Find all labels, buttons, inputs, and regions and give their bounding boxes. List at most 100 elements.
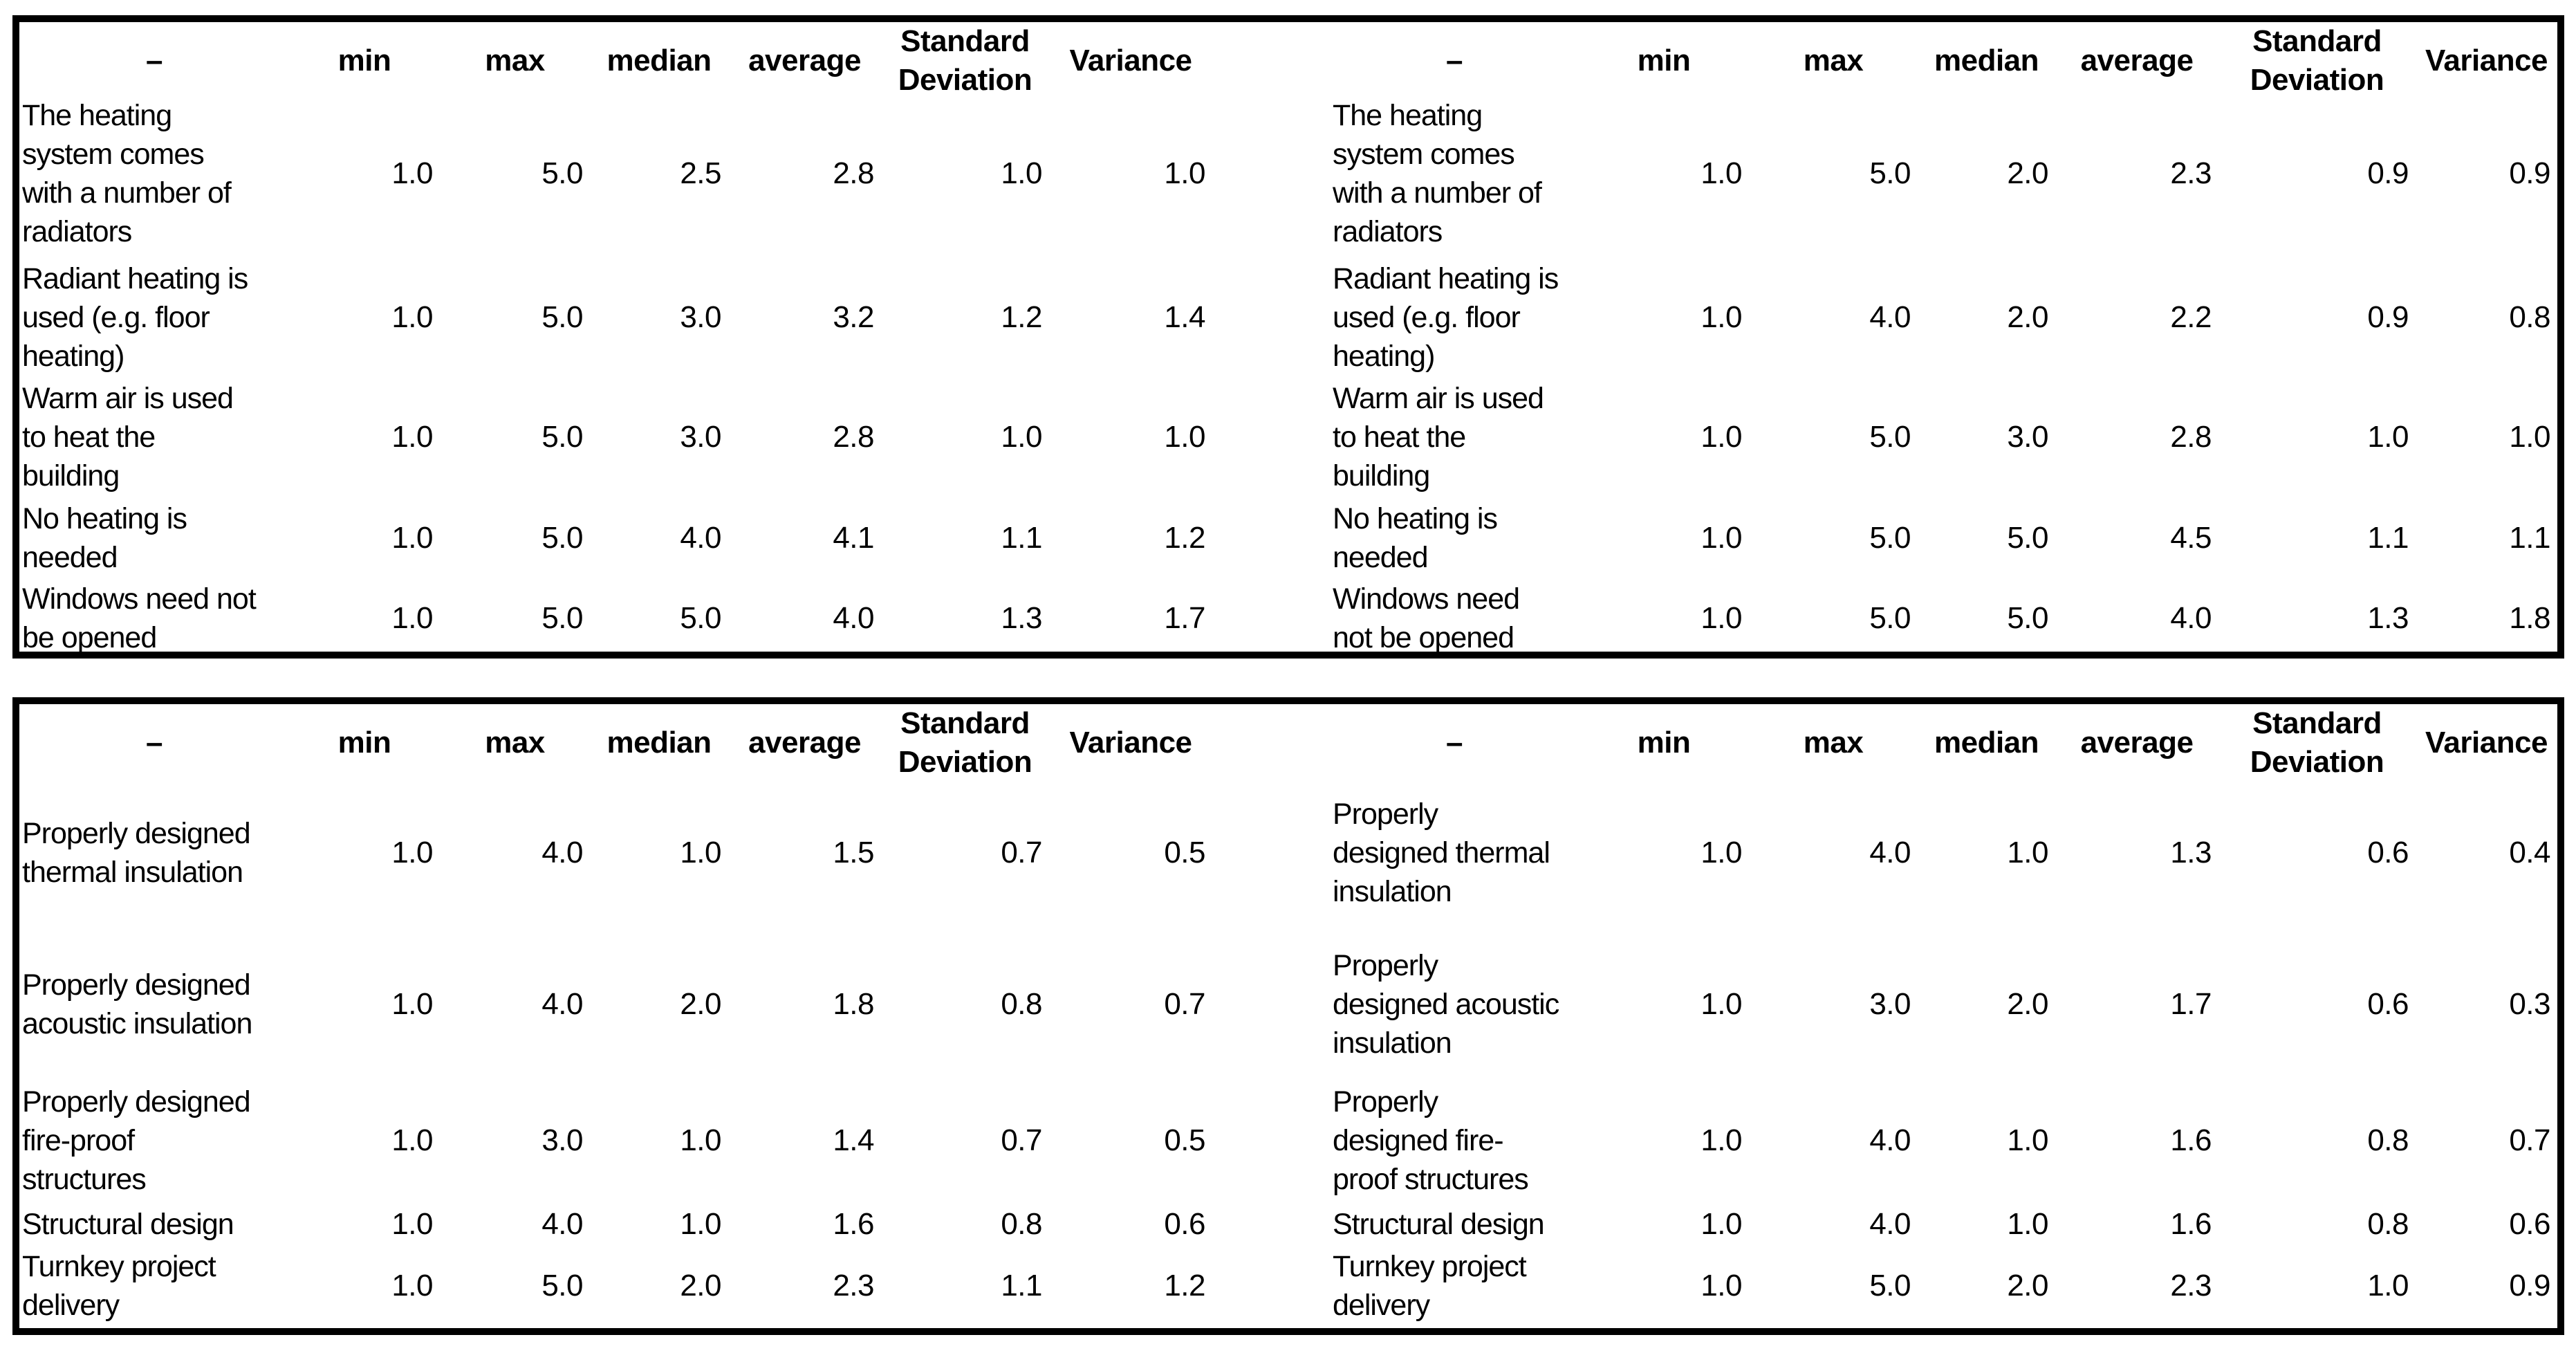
stat-value: 1.1 (2509, 521, 2550, 555)
stat-value: 5.0 (2007, 521, 2048, 555)
row-label: Properly designed fire-proof structures (22, 1085, 251, 1196)
stat-value: 2.3 (2170, 1268, 2212, 1303)
table-header-row: – min max median average Standard Deviation Va… (19, 704, 1212, 779)
stat-value: 0.4 (2509, 836, 2550, 869)
column-header: Standard Deviation (898, 24, 1032, 97)
row-label: Turnkey project delivery (1333, 1249, 1527, 1322)
table-row: Turnkey project delivery 1.0 5.0 2.0 2.3 1.0 0… (1330, 1244, 2557, 1327)
table-row: Windows need not be opened 1.0 5.0 5.0 4.0 1.… (19, 580, 1212, 654)
table-row: Properly designed fire-proof structures 1… (19, 1076, 1212, 1204)
column-header: min (1637, 726, 1691, 760)
stat-value: 1.0 (2007, 1207, 2048, 1241)
stat-value: 1.0 (391, 836, 433, 869)
row-label: Windows need not be opened (1333, 582, 1520, 654)
table-header-row: – min max median average Standard Deviation Va… (19, 22, 1212, 97)
stat-value: 0.6 (2367, 987, 2409, 1021)
stat-value: 2.0 (2007, 987, 2048, 1021)
stat-value: 5.0 (1869, 156, 1911, 190)
stat-value: 4.0 (1869, 1207, 1911, 1241)
column-header: max (1803, 44, 1864, 77)
stat-value: 0.5 (1164, 836, 1205, 869)
row-label: Structural design (1333, 1208, 1545, 1241)
stat-value: 1.0 (1701, 1123, 1742, 1157)
stat-value: 1.7 (2170, 987, 2212, 1021)
stat-value: 0.8 (2367, 1123, 2409, 1157)
stat-value: 0.9 (2509, 1268, 2550, 1303)
stat-value: 4.0 (1869, 836, 1911, 869)
stat-value: 1.0 (1701, 156, 1742, 190)
stat-value: 1.6 (2170, 1123, 2212, 1157)
column-header: max (485, 726, 545, 760)
table-row: Structural design 1.0 4.0 1.0 1.6 0.8 0.6 (1330, 1204, 2557, 1244)
stat-value: 3.0 (541, 1123, 583, 1157)
stat-value: 5.0 (541, 601, 583, 635)
stat-value: 1.0 (2367, 419, 2409, 454)
stat-value: 5.0 (1869, 601, 1911, 635)
column-header: min (337, 44, 391, 77)
stat-value: 1.1 (2367, 521, 2409, 555)
stat-value: 1.3 (2170, 836, 2212, 869)
stat-value: 5.0 (2007, 601, 2048, 635)
stat-value: 1.0 (1701, 521, 1742, 555)
design-stats-table-right: – min max median average Standard Deviation Va… (1330, 704, 2557, 1327)
stat-value: 1.0 (680, 1207, 721, 1241)
table-row: Warm air is used to heat the building 1.0… (1330, 377, 2557, 497)
heating-stats-table-left: – min max median average Standard Deviation Va… (19, 22, 1212, 654)
stat-value: 1.0 (391, 1123, 433, 1157)
stat-value: 4.0 (1869, 300, 1911, 334)
stat-value: 2.3 (2170, 156, 2212, 190)
stat-value: 1.0 (1701, 987, 1742, 1021)
stat-value: 4.0 (2170, 601, 2212, 635)
stat-value: 1.8 (2509, 601, 2550, 635)
stat-value: 4.0 (680, 521, 721, 555)
stat-value: 1.1 (1001, 521, 1042, 555)
stat-value: 1.3 (1001, 601, 1042, 635)
stat-value: 2.8 (833, 419, 874, 454)
stat-value: 5.0 (1869, 1268, 1911, 1303)
row-label: Properly designed thermal insulation (1333, 798, 1550, 908)
stat-value: 2.3 (833, 1268, 874, 1303)
stat-value: 5.0 (1869, 419, 1911, 454)
row-label: Warm air is used to heat the building (1333, 381, 1544, 493)
stat-value: 2.0 (680, 1268, 721, 1303)
column-header: – (1446, 726, 1463, 760)
stat-value: 1.0 (1164, 419, 1205, 454)
column-header: max (1803, 726, 1864, 760)
stat-value: 1.0 (1701, 300, 1742, 334)
table-header-row: – min max median average Standard Deviation Va… (1330, 704, 2557, 779)
table-row: Structural design 1.0 4.0 1.0 1.6 0.8 0.6 (19, 1204, 1212, 1244)
stat-value: 3.0 (2007, 419, 2048, 454)
column-header: average (2080, 726, 2194, 760)
stat-value: 4.0 (833, 601, 874, 635)
stat-value: 2.8 (2170, 419, 2212, 454)
row-label: The heating system comes with a number o… (1333, 99, 1542, 248)
stat-value: 5.0 (541, 1268, 583, 1303)
stat-value: 1.0 (2367, 1268, 2409, 1303)
stat-value: 1.2 (1164, 1268, 1205, 1303)
stat-value: 1.4 (833, 1123, 874, 1157)
column-header: max (485, 44, 545, 77)
stat-value: 2.0 (680, 987, 721, 1021)
stat-value: 1.0 (1701, 836, 1742, 869)
stat-value: 0.8 (2509, 300, 2550, 334)
column-header: median (606, 726, 712, 760)
stat-value: 4.0 (541, 836, 583, 869)
table-row: Properly designed acoustic insulation 1.0… (1330, 932, 2557, 1076)
stat-value: 1.0 (1001, 419, 1042, 454)
column-header: Variance (2425, 44, 2548, 77)
stat-value: 1.5 (833, 836, 874, 869)
column-header: – (1446, 44, 1463, 77)
stat-value: 1.0 (1701, 419, 1742, 454)
stat-value: 0.7 (1164, 987, 1205, 1021)
stat-value: 1.0 (2007, 836, 2048, 869)
table-row: No heating is needed 1.0 5.0 4.0 4.1 1.1 1.2 (19, 497, 1212, 580)
row-label: Properly designed fire- proof structures (1333, 1085, 1529, 1196)
stat-value: 2.0 (2007, 1268, 2048, 1303)
stat-value: 5.0 (541, 521, 583, 555)
column-header: average (748, 726, 861, 760)
row-label: The heating system comes with a number o… (22, 99, 232, 248)
stat-value: 0.8 (1001, 1207, 1042, 1241)
row-label: Properly designed thermal insulation (22, 817, 251, 889)
stat-value: 1.3 (2367, 601, 2409, 635)
stat-value: 1.0 (2007, 1123, 2048, 1157)
